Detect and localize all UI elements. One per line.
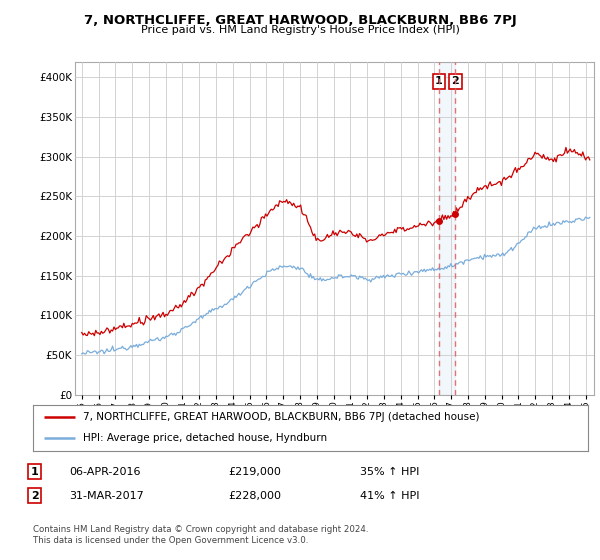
Text: HPI: Average price, detached house, Hyndburn: HPI: Average price, detached house, Hynd… <box>83 433 327 444</box>
Text: 41% ↑ HPI: 41% ↑ HPI <box>360 491 419 501</box>
Text: 06-APR-2016: 06-APR-2016 <box>69 466 140 477</box>
Text: 2: 2 <box>31 491 38 501</box>
Text: Price paid vs. HM Land Registry's House Price Index (HPI): Price paid vs. HM Land Registry's House … <box>140 25 460 35</box>
Text: £219,000: £219,000 <box>228 466 281 477</box>
Text: 7, NORTHCLIFFE, GREAT HARWOOD, BLACKBURN, BB6 7PJ (detached house): 7, NORTHCLIFFE, GREAT HARWOOD, BLACKBURN… <box>83 412 479 422</box>
Bar <box>439 62 455 395</box>
Text: 31-MAR-2017: 31-MAR-2017 <box>69 491 144 501</box>
Text: 2: 2 <box>452 76 460 86</box>
Text: 7, NORTHCLIFFE, GREAT HARWOOD, BLACKBURN, BB6 7PJ: 7, NORTHCLIFFE, GREAT HARWOOD, BLACKBURN… <box>83 14 517 27</box>
Text: £228,000: £228,000 <box>228 491 281 501</box>
Text: 35% ↑ HPI: 35% ↑ HPI <box>360 466 419 477</box>
Text: Contains HM Land Registry data © Crown copyright and database right 2024.
This d: Contains HM Land Registry data © Crown c… <box>33 525 368 545</box>
Text: 1: 1 <box>435 76 443 86</box>
Text: 1: 1 <box>31 466 38 477</box>
